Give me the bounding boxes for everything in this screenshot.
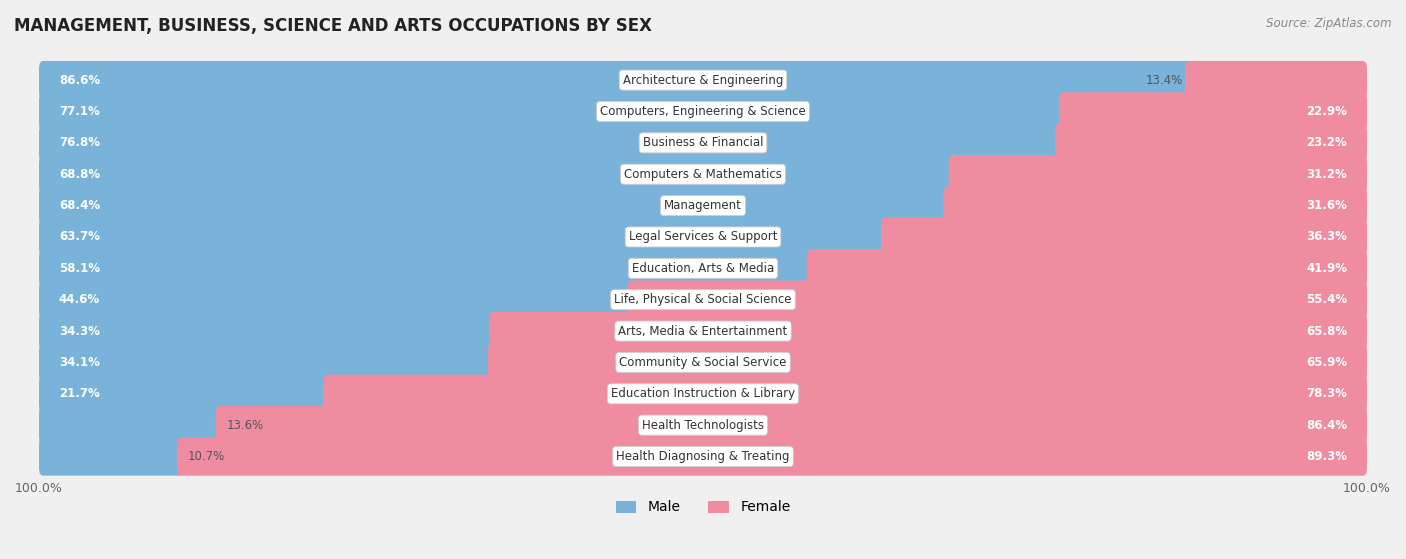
FancyBboxPatch shape [39, 409, 1367, 442]
Text: 65.8%: 65.8% [1306, 325, 1347, 338]
Text: 65.9%: 65.9% [1306, 356, 1347, 369]
Text: 86.6%: 86.6% [59, 74, 100, 87]
Text: 22.9%: 22.9% [1306, 105, 1347, 118]
Text: 36.3%: 36.3% [1306, 230, 1347, 244]
Text: 86.4%: 86.4% [1306, 419, 1347, 432]
FancyBboxPatch shape [39, 312, 499, 350]
FancyBboxPatch shape [39, 155, 956, 193]
Text: Health Technologists: Health Technologists [643, 419, 763, 432]
Text: 63.7%: 63.7% [59, 230, 100, 244]
FancyBboxPatch shape [39, 218, 889, 256]
Text: Computers & Mathematics: Computers & Mathematics [624, 168, 782, 181]
Text: 34.3%: 34.3% [59, 325, 100, 338]
FancyBboxPatch shape [323, 375, 1367, 413]
Text: Legal Services & Support: Legal Services & Support [628, 230, 778, 244]
Text: Business & Financial: Business & Financial [643, 136, 763, 149]
FancyBboxPatch shape [39, 92, 1067, 131]
FancyBboxPatch shape [39, 158, 1367, 191]
FancyBboxPatch shape [215, 406, 1367, 444]
Text: 68.4%: 68.4% [59, 199, 100, 212]
FancyBboxPatch shape [39, 440, 1367, 473]
Text: 68.8%: 68.8% [59, 168, 100, 181]
Text: 13.6%: 13.6% [226, 419, 263, 432]
FancyBboxPatch shape [39, 126, 1367, 159]
FancyBboxPatch shape [807, 249, 1367, 287]
FancyBboxPatch shape [627, 281, 1367, 319]
FancyBboxPatch shape [39, 375, 332, 413]
Text: 31.2%: 31.2% [1306, 168, 1347, 181]
Text: Education, Arts & Media: Education, Arts & Media [631, 262, 775, 275]
Text: 77.1%: 77.1% [59, 105, 100, 118]
FancyBboxPatch shape [39, 346, 1367, 379]
FancyBboxPatch shape [39, 221, 1367, 253]
FancyBboxPatch shape [1059, 92, 1367, 131]
FancyBboxPatch shape [39, 377, 1367, 410]
FancyBboxPatch shape [489, 312, 1367, 350]
Text: 78.3%: 78.3% [1306, 387, 1347, 400]
FancyBboxPatch shape [39, 437, 186, 476]
FancyBboxPatch shape [488, 343, 1367, 382]
FancyBboxPatch shape [39, 406, 224, 444]
FancyBboxPatch shape [39, 190, 1367, 222]
FancyBboxPatch shape [39, 95, 1367, 128]
Text: 10.7%: 10.7% [187, 450, 225, 463]
FancyBboxPatch shape [39, 249, 814, 287]
FancyBboxPatch shape [39, 124, 1063, 162]
FancyBboxPatch shape [39, 252, 1367, 285]
FancyBboxPatch shape [1185, 61, 1367, 100]
Text: 31.6%: 31.6% [1306, 199, 1347, 212]
Text: Computers, Engineering & Science: Computers, Engineering & Science [600, 105, 806, 118]
FancyBboxPatch shape [39, 343, 496, 382]
Legend: Male, Female: Male, Female [610, 495, 796, 520]
Text: Life, Physical & Social Science: Life, Physical & Social Science [614, 293, 792, 306]
Text: 89.3%: 89.3% [1306, 450, 1347, 463]
FancyBboxPatch shape [39, 187, 952, 225]
FancyBboxPatch shape [949, 155, 1367, 193]
Text: 55.4%: 55.4% [1306, 293, 1347, 306]
FancyBboxPatch shape [943, 187, 1367, 225]
Text: 58.1%: 58.1% [59, 262, 100, 275]
FancyBboxPatch shape [39, 61, 1194, 100]
Text: 21.7%: 21.7% [59, 387, 100, 400]
Text: 44.6%: 44.6% [59, 293, 100, 306]
FancyBboxPatch shape [39, 281, 636, 319]
Text: Source: ZipAtlas.com: Source: ZipAtlas.com [1267, 17, 1392, 30]
FancyBboxPatch shape [39, 283, 1367, 316]
FancyBboxPatch shape [882, 218, 1367, 256]
Text: MANAGEMENT, BUSINESS, SCIENCE AND ARTS OCCUPATIONS BY SEX: MANAGEMENT, BUSINESS, SCIENCE AND ARTS O… [14, 17, 652, 35]
FancyBboxPatch shape [39, 64, 1367, 96]
FancyBboxPatch shape [177, 437, 1367, 476]
Text: 76.8%: 76.8% [59, 136, 100, 149]
Text: Health Diagnosing & Treating: Health Diagnosing & Treating [616, 450, 790, 463]
Text: 13.4%: 13.4% [1146, 74, 1182, 87]
FancyBboxPatch shape [1054, 124, 1367, 162]
Text: 34.1%: 34.1% [59, 356, 100, 369]
Text: Education Instruction & Library: Education Instruction & Library [612, 387, 794, 400]
Text: Management: Management [664, 199, 742, 212]
Text: Community & Social Service: Community & Social Service [619, 356, 787, 369]
Text: Architecture & Engineering: Architecture & Engineering [623, 74, 783, 87]
Text: 41.9%: 41.9% [1306, 262, 1347, 275]
FancyBboxPatch shape [39, 315, 1367, 347]
Text: Arts, Media & Entertainment: Arts, Media & Entertainment [619, 325, 787, 338]
Text: 23.2%: 23.2% [1306, 136, 1347, 149]
